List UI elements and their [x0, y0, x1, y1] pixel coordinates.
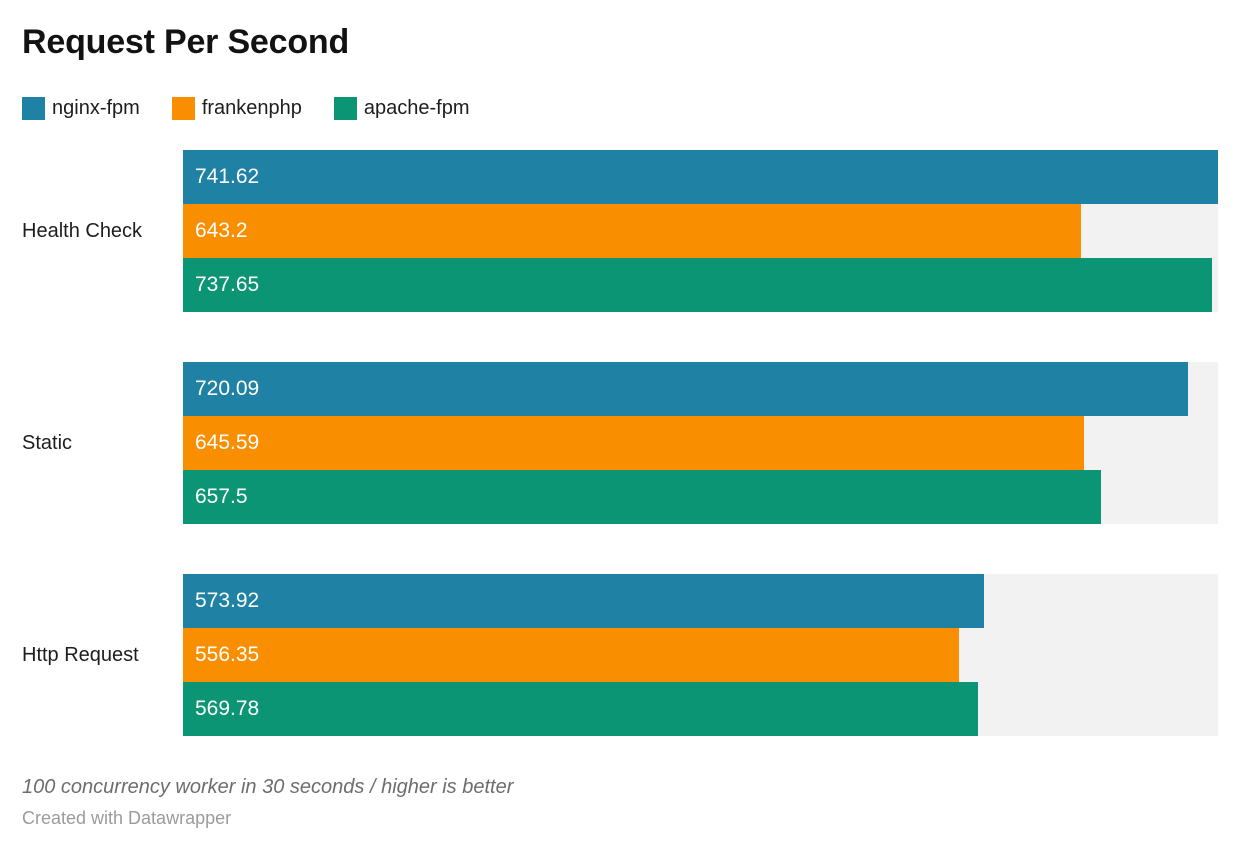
- legend-item-nginx-fpm: nginx-fpm: [22, 96, 140, 120]
- category-label: Http Request: [22, 643, 139, 666]
- bar-track: 741.62 643.2 737.65: [183, 150, 1218, 312]
- bar-value-label: 645.59: [195, 431, 260, 454]
- bar-frankenphp: 643.2: [183, 204, 1081, 258]
- datawrapper-attribution-link[interactable]: Created with Datawrapper: [22, 808, 232, 828]
- bar-group-health-check: Health Check 741.62 643.2 737.65: [22, 150, 1218, 312]
- legend-swatch-apache-fpm: [333, 96, 357, 120]
- bar-frankenphp: 556.35: [183, 628, 960, 682]
- bar-apache-fpm: 657.5: [183, 470, 1101, 524]
- legend-swatch-nginx-fpm: [22, 96, 45, 120]
- legend-item-frankenphp: frankenphp: [171, 96, 302, 120]
- chart-container: Request Per Second nginx-fpm frankenphp ap…: [0, 18, 1240, 860]
- category-label: Static: [22, 431, 73, 454]
- bar-nginx-fpm: 720.09: [183, 362, 1188, 416]
- bar-value-label: 569.78: [195, 697, 260, 720]
- chart-note: 100 concurrency worker in 30 seconds / h…: [22, 776, 514, 798]
- legend-label: frankenphp: [201, 96, 302, 119]
- bar-apache-fpm: 569.78: [183, 682, 979, 736]
- bar-value-label: 737.65: [195, 273, 260, 296]
- legend: nginx-fpm frankenphp apache-fpm: [22, 96, 1218, 120]
- bar-apache-fpm: 737.65: [183, 258, 1213, 312]
- bar-track: 720.09 645.59 657.5: [183, 362, 1218, 524]
- chart-title: Request Per Second: [22, 23, 350, 61]
- bar-frankenphp: 645.59: [183, 416, 1084, 470]
- category-label: Health Check: [22, 219, 143, 242]
- bar-nginx-fpm: 573.92: [183, 574, 984, 628]
- bar-nginx-fpm: 741.62: [183, 150, 1218, 204]
- bar-group-http-request: Http Request 573.92 556.35 569.78: [22, 574, 1218, 736]
- legend-label: nginx-fpm: [52, 96, 140, 119]
- legend-swatch-frankenphp: [171, 96, 195, 120]
- bar-value-label: 720.09: [195, 377, 260, 400]
- bar-group-static: Static 720.09 645.59 657.5: [22, 362, 1218, 524]
- bar-value-label: 573.92: [195, 589, 260, 612]
- bar-value-label: 657.5: [195, 485, 248, 508]
- bar-track: 573.92 556.35 569.78: [183, 574, 1218, 736]
- legend-item-apache-fpm: apache-fpm: [333, 96, 470, 120]
- legend-label: apache-fpm: [363, 96, 470, 119]
- bar-value-label: 556.35: [195, 643, 260, 666]
- bar-chart: Health Check 741.62 643.2 737.65 Static 720.0…: [22, 150, 1218, 736]
- bar-value-label: 741.62: [195, 165, 260, 188]
- bar-value-label: 643.2: [195, 219, 248, 242]
